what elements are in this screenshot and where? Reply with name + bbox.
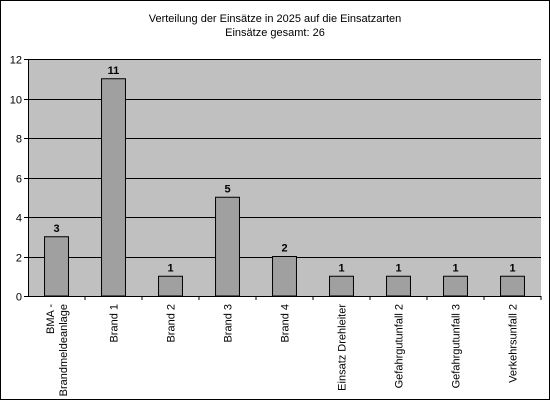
y-tick-label: 10: [10, 95, 22, 107]
data-label: 1: [167, 262, 173, 274]
x-tick-label: Brand 4: [280, 304, 292, 343]
y-tick-label: 2: [16, 253, 22, 265]
x-tick-label: Gefahrgutunfall 2: [394, 304, 406, 388]
bar: [215, 196, 240, 297]
bar: [158, 275, 183, 297]
bar: [329, 275, 354, 297]
data-label: 5: [224, 183, 230, 195]
y-tick-label: 6: [16, 174, 22, 186]
data-label: 1: [395, 262, 401, 274]
data-label: 1: [338, 262, 344, 274]
bar: [500, 275, 525, 297]
data-label: 1: [452, 262, 458, 274]
y-tick-label: 8: [16, 134, 22, 146]
x-tick-label: BMA -: [45, 304, 57, 334]
chart-subtitle: Einsätze gesamt: 26: [225, 27, 325, 39]
x-tick-label: Brand 3: [223, 304, 235, 343]
x-tick-label: Gefahrgutunfall 3: [451, 304, 463, 388]
x-tick-label: Verkehrsunfall 2: [508, 304, 520, 383]
bar: [272, 256, 297, 297]
data-label: 3: [53, 223, 59, 235]
data-label: 1: [509, 262, 515, 274]
bar: [44, 236, 69, 297]
x-tick-label: Brandmeldeanlage: [58, 304, 70, 396]
x-tick-label: Einsatz Drehleiter: [337, 304, 349, 391]
data-label: 11: [108, 65, 120, 77]
x-tick-label: Brand 2: [166, 304, 178, 343]
chart-title: Verteilung der Einsätze in 2025 auf die …: [148, 13, 402, 25]
bar: [101, 78, 126, 297]
x-tick-label: Brand 1: [109, 304, 121, 343]
data-label: 2: [281, 243, 287, 255]
bar: [443, 275, 468, 297]
y-tick-label: 4: [16, 213, 22, 225]
bar: [386, 275, 411, 297]
y-tick-label: 0: [16, 292, 22, 304]
y-tick-label: 12: [10, 55, 22, 67]
